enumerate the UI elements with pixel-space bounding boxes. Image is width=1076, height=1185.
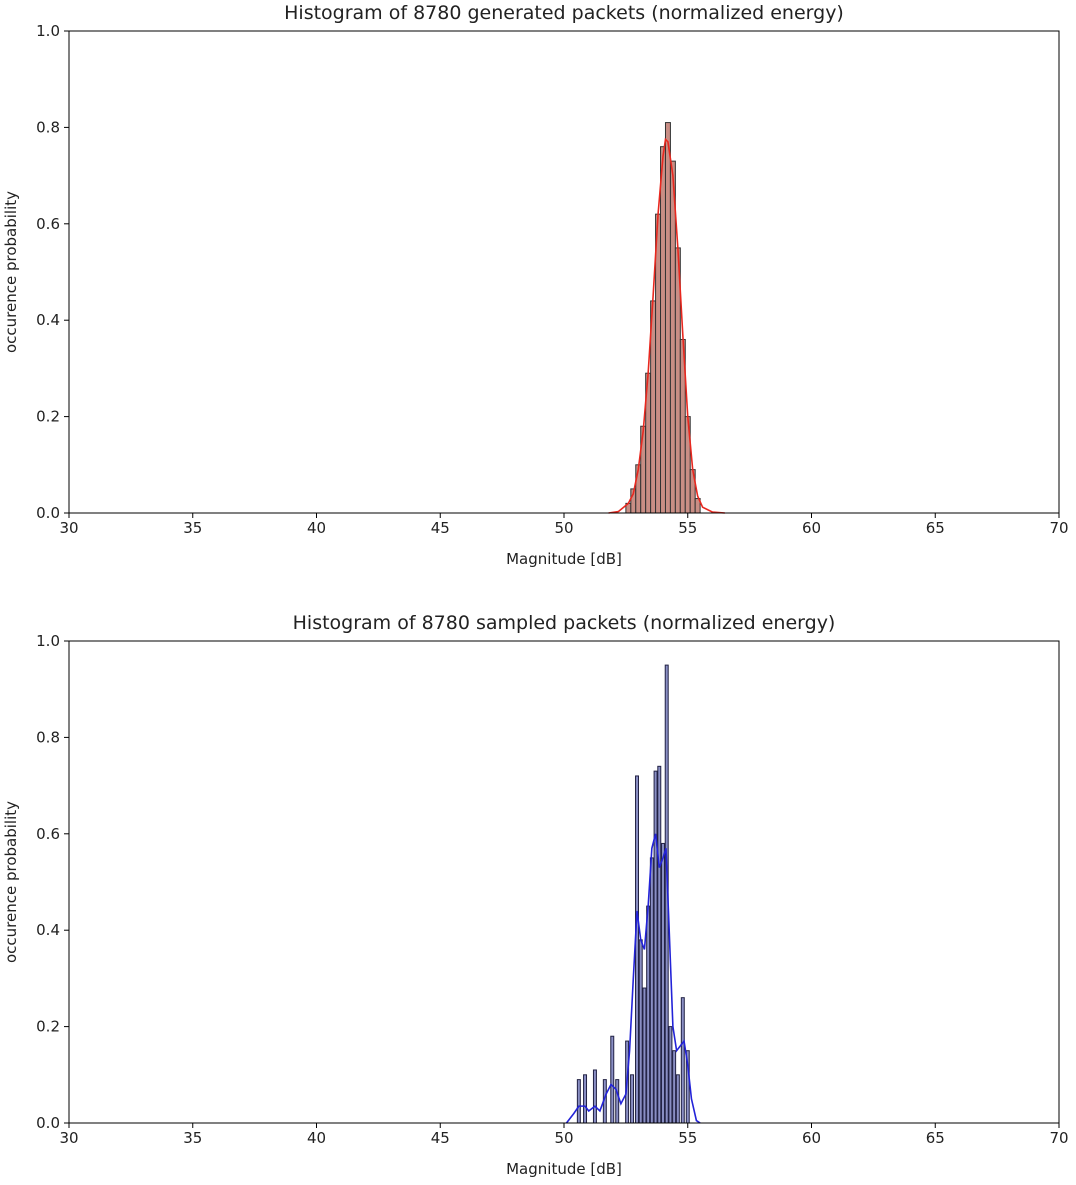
histogram-bars <box>576 664 690 1124</box>
x-tick-label: 40 <box>307 519 326 537</box>
x-tick-label: 60 <box>802 1129 821 1147</box>
x-tick-label: 70 <box>1049 1129 1068 1147</box>
y-tick-label: 0.4 <box>36 311 60 329</box>
histogram-bar <box>653 770 658 1124</box>
histogram-bar <box>657 765 662 1124</box>
x-tick-label: 35 <box>183 519 202 537</box>
histogram-bar <box>610 1035 615 1124</box>
histogram-bar <box>615 1079 620 1124</box>
y-tick-label: 0.0 <box>36 1114 60 1132</box>
chart-title: Histogram of 8780 sampled packets (norma… <box>293 612 836 634</box>
x-tick-label: 65 <box>926 519 945 537</box>
x-tick-label: 60 <box>802 519 821 537</box>
y-tick-label: 0.4 <box>36 921 60 939</box>
histogram-bar <box>661 842 665 1124</box>
x-tick-label: 30 <box>59 1129 78 1147</box>
x-tick-label: 40 <box>307 1129 326 1147</box>
x-tick-label: 50 <box>554 519 573 537</box>
histogram-bar <box>583 1074 588 1124</box>
y-tick-label: 0.6 <box>36 825 60 843</box>
y-tick-label: 0.2 <box>36 408 60 426</box>
histogram-bar <box>672 1050 677 1124</box>
x-tick-label: 35 <box>183 1129 202 1147</box>
histogram-bar <box>646 905 651 1124</box>
x-tick-label: 45 <box>431 519 450 537</box>
y-axis-label: occurence probability <box>2 801 20 963</box>
histogram-bar <box>649 857 654 1124</box>
x-axis-label: Magnitude [dB] <box>506 1160 622 1178</box>
histogram-bar <box>638 939 643 1124</box>
y-tick-label: 0.6 <box>36 215 60 233</box>
histogram-bar <box>635 775 639 1124</box>
histogram-bars <box>625 122 701 514</box>
y-tick-label: 0.0 <box>36 504 60 522</box>
histogram-bar <box>669 160 676 514</box>
histogram-bar <box>675 1074 680 1124</box>
x-tick-label: 70 <box>1049 519 1068 537</box>
x-tick-label: 30 <box>59 519 78 537</box>
chart-sampled-packets: 30 35 40 45 50 55 60 65 70 0.0 0.2 0.4 0.6 0.8 1.0 Hist… <box>2 612 1069 1178</box>
y-tick-label: 1.0 <box>36 632 60 650</box>
x-tick-label: 55 <box>678 519 697 537</box>
histogram-bar <box>664 122 671 514</box>
histogram-bar <box>668 1026 673 1124</box>
density-curve <box>565 833 701 1124</box>
axes-frame <box>68 640 1060 1124</box>
axes-frame <box>68 30 1060 514</box>
y-tick-label: 0.2 <box>36 1018 60 1036</box>
chart-title: Histogram of 8780 generated packets (nor… <box>284 2 844 24</box>
y-axis-label: occurence probability <box>2 191 20 353</box>
x-tick-label: 45 <box>431 1129 450 1147</box>
chart-generated-packets: 30 35 40 45 50 55 60 65 70 0.0 0.2 0.4 0.6 0.8 1.0 Hist… <box>2 2 1069 568</box>
histogram-bar <box>576 1079 581 1124</box>
density-curve <box>608 137 725 514</box>
histogram-bar <box>680 997 685 1124</box>
y-tick-label: 1.0 <box>36 22 60 40</box>
x-tick-label: 50 <box>554 1129 573 1147</box>
histogram-bar <box>642 987 647 1124</box>
x-tick-label: 65 <box>926 1129 945 1147</box>
x-tick-label: 55 <box>678 1129 697 1147</box>
histogram-bar <box>655 213 662 514</box>
y-tick-label: 0.8 <box>36 728 60 746</box>
y-tick-label: 0.8 <box>36 118 60 136</box>
histogram-bar <box>660 146 666 514</box>
x-axis-label: Magnitude [dB] <box>506 550 622 568</box>
histogram-bar <box>592 1069 597 1124</box>
histogram-bar <box>630 1074 635 1124</box>
